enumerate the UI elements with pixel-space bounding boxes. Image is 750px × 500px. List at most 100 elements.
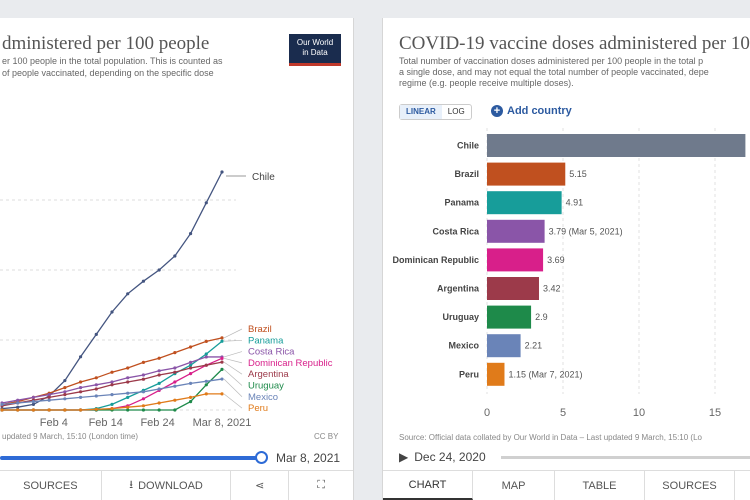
tab-table[interactable]: TABLE	[555, 471, 645, 500]
data-point	[204, 363, 208, 367]
data-point	[220, 360, 224, 364]
data-point	[63, 397, 67, 401]
data-point	[220, 339, 224, 343]
data-point	[94, 383, 98, 387]
data-point	[173, 366, 177, 370]
data-point	[78, 390, 83, 394]
add-country-label: Add country	[507, 105, 572, 117]
data-point	[157, 401, 161, 405]
data-point	[141, 408, 146, 412]
owid-logo[interactable]: Our World in Data	[289, 34, 341, 66]
label-leader	[223, 361, 243, 375]
data-point	[126, 391, 130, 395]
tab-map[interactable]: MAP	[473, 471, 555, 500]
bar-dominican-republic	[487, 248, 544, 272]
category-label: Dominican Republic	[392, 255, 479, 265]
label-leader	[223, 378, 243, 398]
tab-chart[interactable]: CHART	[383, 471, 473, 500]
data-point	[188, 345, 193, 349]
category-label: Brazil	[454, 169, 479, 179]
tab-sources-left[interactable]: SOURCES	[0, 471, 102, 500]
bar-brazil	[487, 162, 566, 186]
bar-chart-subtitle-2: a single dose, and may not equal the tot…	[399, 67, 709, 77]
scale-log-button[interactable]: LOG	[447, 107, 465, 116]
data-point	[220, 356, 224, 360]
tab-download[interactable]: ⭳ DOWNLOAD	[102, 471, 232, 500]
data-point	[220, 377, 224, 381]
data-point	[78, 380, 83, 384]
scale-linear-button[interactable]: LINEAR	[400, 105, 442, 119]
data-label: 1.15 (Mar 7, 2021)	[508, 369, 582, 379]
timeline-track[interactable]	[0, 456, 262, 460]
x-tick-label: Feb 24	[140, 417, 174, 429]
series-label: Brazil	[248, 324, 272, 335]
data-point	[16, 398, 20, 402]
tab-sources-right[interactable]: SOURCES	[645, 471, 735, 500]
timeline-end-date: Mar 8, 2021	[276, 451, 341, 465]
data-point	[173, 380, 177, 384]
data-point	[63, 386, 67, 390]
data-point	[173, 398, 177, 402]
data-point	[47, 408, 51, 412]
line-chart-updated: updated 9 March, 15:10 (London time)	[2, 432, 139, 441]
data-point	[126, 380, 130, 384]
data-point	[157, 356, 161, 360]
timeline-handle[interactable]	[255, 451, 268, 464]
data-point	[157, 381, 161, 385]
fullscreen-button[interactable]: ⛶	[289, 471, 353, 500]
series-label: Uruguay	[248, 381, 284, 392]
data-point	[126, 395, 130, 399]
series-label: Peru	[248, 403, 268, 414]
fullscreen-icon: ⛶	[317, 479, 325, 491]
logo-text-2: in Data	[302, 48, 328, 57]
data-point	[188, 232, 193, 236]
category-label: Argentina	[437, 284, 480, 294]
data-point	[126, 292, 130, 296]
data-point	[141, 397, 146, 401]
data-point	[173, 351, 177, 355]
data-label: 5.15	[569, 169, 587, 179]
bar-mexico	[487, 334, 521, 358]
data-point	[78, 386, 83, 390]
share-icon: ⋖	[255, 480, 265, 492]
share-button[interactable]: ⋖	[231, 471, 290, 500]
data-point	[63, 390, 67, 394]
data-point	[188, 360, 193, 364]
bar-chart-source: Source: Official data collated by Our Wo…	[399, 433, 702, 442]
data-point	[47, 393, 51, 397]
category-label: Uruguay	[442, 312, 479, 322]
logo-text-1: Our World	[296, 38, 334, 47]
data-label: 3.69	[547, 255, 565, 265]
play-icon[interactable]: ▶	[399, 450, 409, 464]
data-point	[31, 400, 36, 404]
data-point	[110, 370, 114, 374]
x-tick-label: 5	[560, 407, 566, 419]
data-label: 3.79 (Mar 5, 2021)	[549, 226, 623, 236]
data-point	[188, 372, 193, 376]
data-point	[157, 373, 161, 377]
data-point	[63, 408, 67, 412]
data-point	[141, 360, 146, 364]
label-leader	[223, 358, 243, 364]
line-chart-title: dministered per 100 people	[2, 33, 210, 54]
data-point	[204, 201, 208, 205]
play-date: Dec 24, 2020	[414, 450, 486, 464]
data-label: 2.9	[535, 312, 548, 322]
play-track[interactable]	[501, 456, 750, 459]
series-label: Chile	[252, 172, 275, 183]
plus-icon: +	[491, 105, 503, 117]
data-point	[204, 383, 208, 387]
data-point	[204, 379, 208, 383]
data-point	[47, 398, 51, 402]
data-point	[110, 380, 114, 384]
data-point	[141, 404, 146, 408]
data-point	[110, 393, 114, 397]
data-point	[94, 376, 98, 380]
add-country-button[interactable]: + Add country	[491, 105, 572, 117]
bar-chart-title: COVID-19 vaccine doses administered per …	[399, 33, 750, 54]
data-point	[220, 336, 224, 340]
data-point	[94, 407, 98, 411]
data-point	[63, 393, 67, 397]
bar-chart-subtitle-1: Total number of vaccination doses admini…	[399, 56, 704, 66]
bar-costa-rica	[487, 219, 545, 243]
